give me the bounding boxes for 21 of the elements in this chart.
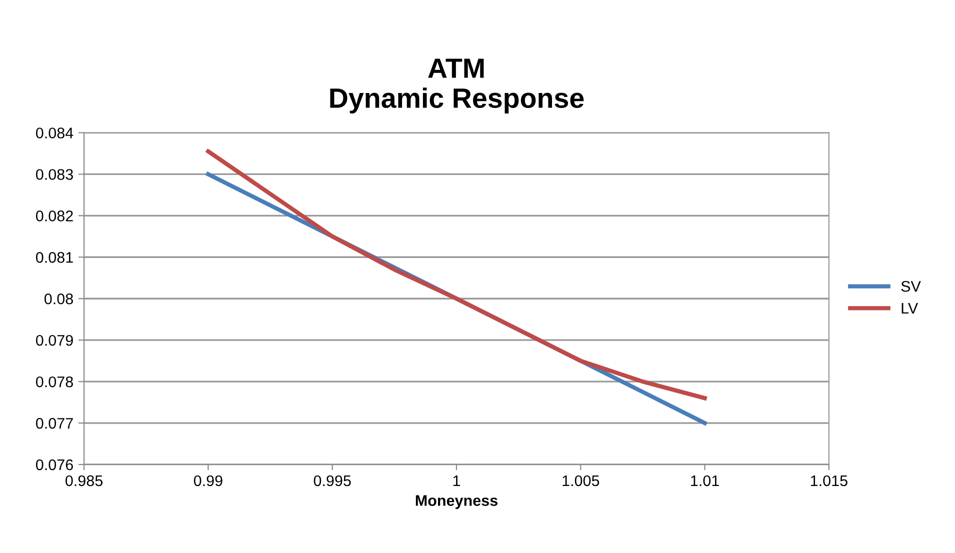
y-tick-label: 0.081 <box>36 252 73 263</box>
y-tick-label: 0.082 <box>36 210 73 222</box>
x-axis-title: Moneyness <box>416 495 498 509</box>
y-tick-label: 0.077 <box>36 418 73 429</box>
chart-title: ATM Dynamic Response <box>330 58 584 114</box>
y-tick-label: 0.076 <box>36 459 73 470</box>
x-tick-label: 0.985 <box>66 475 103 486</box>
y-tick-label: 0.084 <box>36 128 74 138</box>
x-tick-label: 1.015 <box>810 475 848 486</box>
x-tick-label: 0.995 <box>314 475 351 486</box>
x-tick-label: 0.99 <box>194 475 222 486</box>
y-tick-label: 0.078 <box>36 376 73 388</box>
x-tick-label: 1.01 <box>691 475 719 486</box>
y-tick-label: 0.079 <box>36 334 73 346</box>
x-tick-label: 1.005 <box>562 475 600 486</box>
y-tick-label: 0.08 <box>44 293 73 304</box>
line-series <box>206 149 707 400</box>
x-tick-label: 1 <box>453 476 460 486</box>
y-tick-label: 0.083 <box>36 169 73 180</box>
legend-label: LV <box>902 303 918 314</box>
legend-label: SV <box>901 280 921 292</box>
